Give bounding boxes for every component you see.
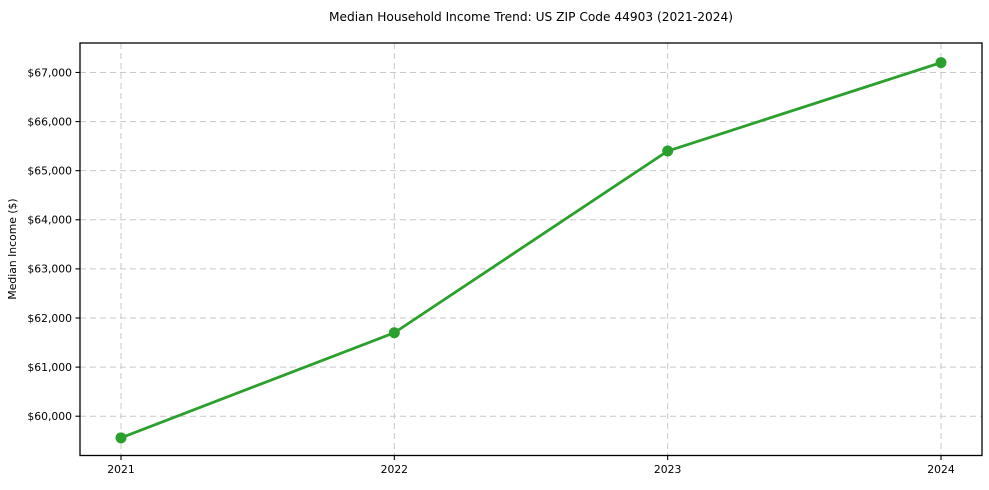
y-axis-label: Median Income ($) (6, 198, 19, 299)
y-tick-label: $62,000 (27, 312, 72, 325)
y-tick-label: $63,000 (27, 263, 72, 276)
plot-area: $60,000 $61,000 $62,000 $63,000 $64,000 $65,0… (27, 42, 983, 476)
x-tick-label: 2023 (654, 463, 681, 476)
x-tick-label: 2021 (107, 463, 134, 476)
y-tick-label: $61,000 (27, 361, 72, 374)
data-point-2021 (115, 432, 127, 444)
trend-line (119, 61, 943, 440)
plot-border (79, 42, 983, 457)
x-tick-label: 2022 (381, 463, 408, 476)
y-tick-label: $64,000 (27, 214, 72, 227)
y-tick-label: $60,000 (27, 410, 72, 423)
data-point-2024 (935, 57, 947, 69)
x-tick-label: 2024 (927, 463, 955, 476)
data-point-2023 (662, 145, 674, 157)
y-tick-label: $67,000 (27, 66, 72, 79)
y-tick-label: $66,000 (27, 115, 72, 128)
y-tick-label: $65,000 (27, 164, 72, 177)
data-point-2022 (388, 327, 400, 339)
chart-title: Median Household Income Trend: US ZIP Co… (329, 10, 733, 24)
